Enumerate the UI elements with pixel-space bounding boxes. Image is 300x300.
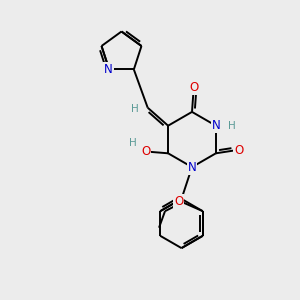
Text: H: H: [228, 121, 236, 131]
Text: O: O: [174, 195, 183, 208]
Text: O: O: [189, 81, 198, 94]
Text: H: H: [129, 138, 137, 148]
Text: O: O: [234, 144, 244, 157]
Text: N: N: [188, 160, 196, 174]
Text: N: N: [104, 63, 113, 76]
Text: N: N: [212, 119, 220, 132]
Text: H: H: [131, 104, 139, 114]
Text: O: O: [141, 145, 151, 158]
